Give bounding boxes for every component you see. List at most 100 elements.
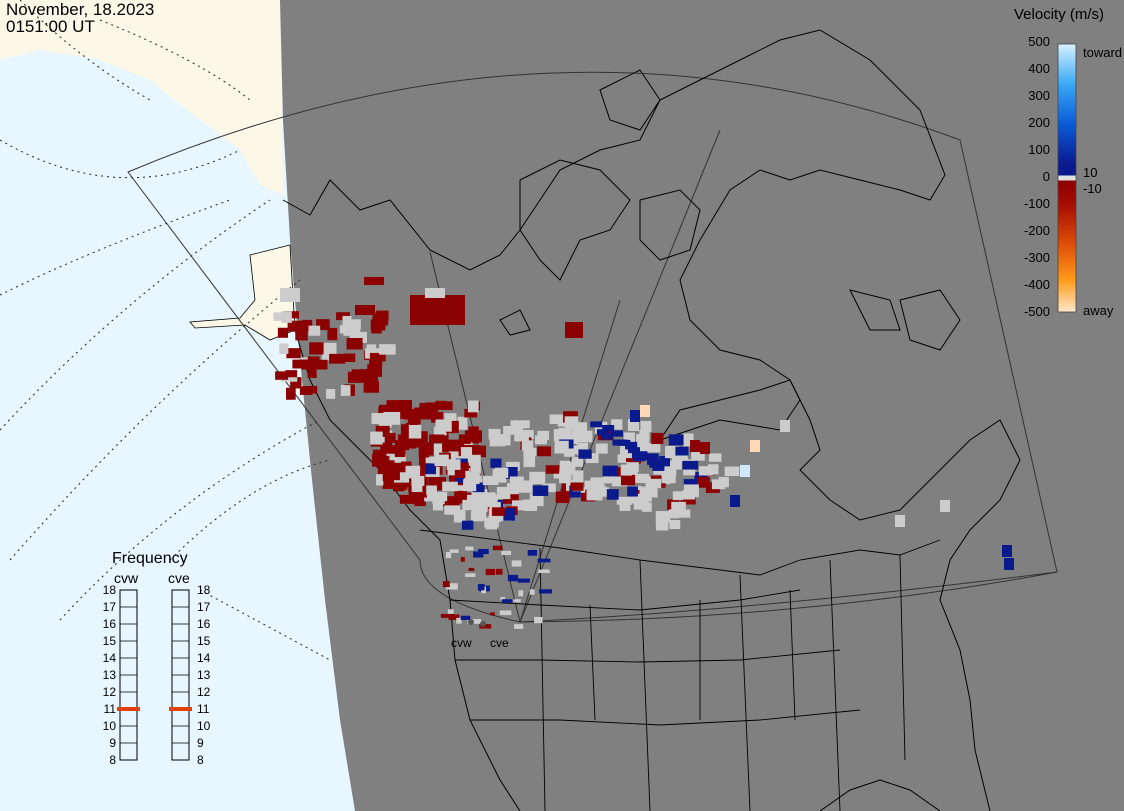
scatter-cell xyxy=(454,469,466,479)
colorbar-tick-label: 100 xyxy=(1028,142,1050,157)
scatter-cell xyxy=(672,491,684,501)
scatter-cell xyxy=(386,400,402,409)
scatter-cell xyxy=(634,473,650,484)
radar-site-cvw-marker xyxy=(468,619,474,625)
scatter-cell xyxy=(340,385,351,396)
scatter-cell xyxy=(347,371,363,383)
colorbar-tick-label: -200 xyxy=(1023,223,1050,238)
scatter-cell xyxy=(661,473,676,484)
scatter-cell xyxy=(449,549,459,553)
scatter-cell xyxy=(598,487,609,497)
scatter-cell xyxy=(316,359,328,370)
frequency-scale-label: 11 xyxy=(197,702,210,716)
scatter-cell xyxy=(457,416,468,430)
scatter-cell xyxy=(529,471,546,482)
scatter-cell xyxy=(463,479,477,492)
colorbar-tick-label: 400 xyxy=(1028,61,1050,76)
scatter-cell xyxy=(472,482,485,493)
scatter-cell xyxy=(740,465,750,477)
scatter-cell xyxy=(499,434,511,446)
scatter-cell xyxy=(302,322,313,332)
scatter-cell xyxy=(446,459,461,470)
scatter-cell xyxy=(514,420,530,429)
scatter-cell xyxy=(563,434,579,445)
scatter-cell xyxy=(370,431,383,445)
scatter-cell xyxy=(286,348,301,359)
scatter-cell xyxy=(363,381,379,393)
scatter-cell xyxy=(558,472,572,484)
scatter-cell xyxy=(503,508,515,521)
scatter-cell xyxy=(569,485,581,498)
scatter-cell xyxy=(453,509,466,523)
scatter-cell xyxy=(518,590,524,597)
scatter-cell xyxy=(577,442,588,456)
frequency-scale-label: 14 xyxy=(102,651,116,665)
scatter-cell xyxy=(611,476,628,487)
scatter-cell xyxy=(527,549,538,556)
scatter-cell xyxy=(492,545,503,551)
scatter-cell xyxy=(537,430,550,440)
frequency-scale-label: 11 xyxy=(103,702,116,716)
scatter-cell xyxy=(572,470,584,483)
scatter-cell xyxy=(400,424,416,436)
colorbar-tick-label: 0 xyxy=(1042,169,1050,184)
scatter-cell xyxy=(445,552,452,559)
scatter-cell xyxy=(440,401,453,411)
scatter-cell xyxy=(639,454,652,461)
scatter-cell xyxy=(507,574,519,582)
scatter-cell xyxy=(430,443,444,456)
scatter-cell xyxy=(709,453,722,462)
scatter-cell xyxy=(379,344,396,355)
scatter-cell xyxy=(564,416,579,430)
scatter-cell xyxy=(532,485,549,496)
scatter-cell xyxy=(651,432,664,445)
scatter-cell xyxy=(369,352,386,362)
scatter-cell xyxy=(482,475,499,486)
colorbar-away-label: away xyxy=(1083,303,1114,318)
scatter-cell xyxy=(514,430,529,442)
scatter-cell xyxy=(511,500,528,511)
scatter-cell xyxy=(503,426,520,435)
frequency-scale-label: 9 xyxy=(109,736,116,750)
frequency-scale-label: 17 xyxy=(102,600,116,614)
frequency-scale-label: 15 xyxy=(197,634,211,648)
scatter-cell xyxy=(465,546,474,551)
scatter-cell xyxy=(456,617,462,624)
scatter-cell xyxy=(375,425,390,437)
scatter-cell xyxy=(640,405,650,417)
scatter-cell xyxy=(652,464,665,471)
scatter-cell xyxy=(462,499,475,511)
scatter-cell xyxy=(491,507,505,516)
frequency-scale-label: 8 xyxy=(197,753,204,767)
scatter-cell xyxy=(286,387,296,400)
scatter-cell xyxy=(538,569,550,574)
scatter-cell xyxy=(618,439,631,446)
scatter-cell xyxy=(394,448,406,458)
scatter-cell xyxy=(683,464,696,476)
scatter-cell xyxy=(600,433,613,440)
scatter-cell xyxy=(669,520,681,530)
scatter-cell xyxy=(655,520,669,531)
scatter-cell xyxy=(435,419,452,432)
scatter-cell xyxy=(625,443,638,450)
scatter-cell xyxy=(285,370,298,378)
scatter-cell xyxy=(461,520,474,530)
scatter-cells xyxy=(273,277,1014,629)
scatter-cell xyxy=(351,369,363,378)
scatter-cell xyxy=(467,454,481,464)
scatter-cell xyxy=(431,411,444,423)
timestamp-time: 0151:00 UT xyxy=(6,17,95,36)
scatter-cell xyxy=(372,449,387,461)
colorbar-tick-label: -400 xyxy=(1023,277,1050,292)
scatter-cell xyxy=(545,465,560,474)
scatter-cell xyxy=(683,484,699,498)
colorbar-inner-label-pos: 10 xyxy=(1083,165,1098,180)
scatter-cell xyxy=(523,447,537,457)
colorbar-toward-label: toward xyxy=(1083,45,1123,60)
scatter-cell xyxy=(460,556,465,562)
scatter-cell xyxy=(345,319,361,330)
scatter-cell xyxy=(425,463,437,475)
scatter-cell xyxy=(366,344,377,353)
scatter-cell xyxy=(496,486,511,500)
scatter-cell xyxy=(419,456,430,466)
